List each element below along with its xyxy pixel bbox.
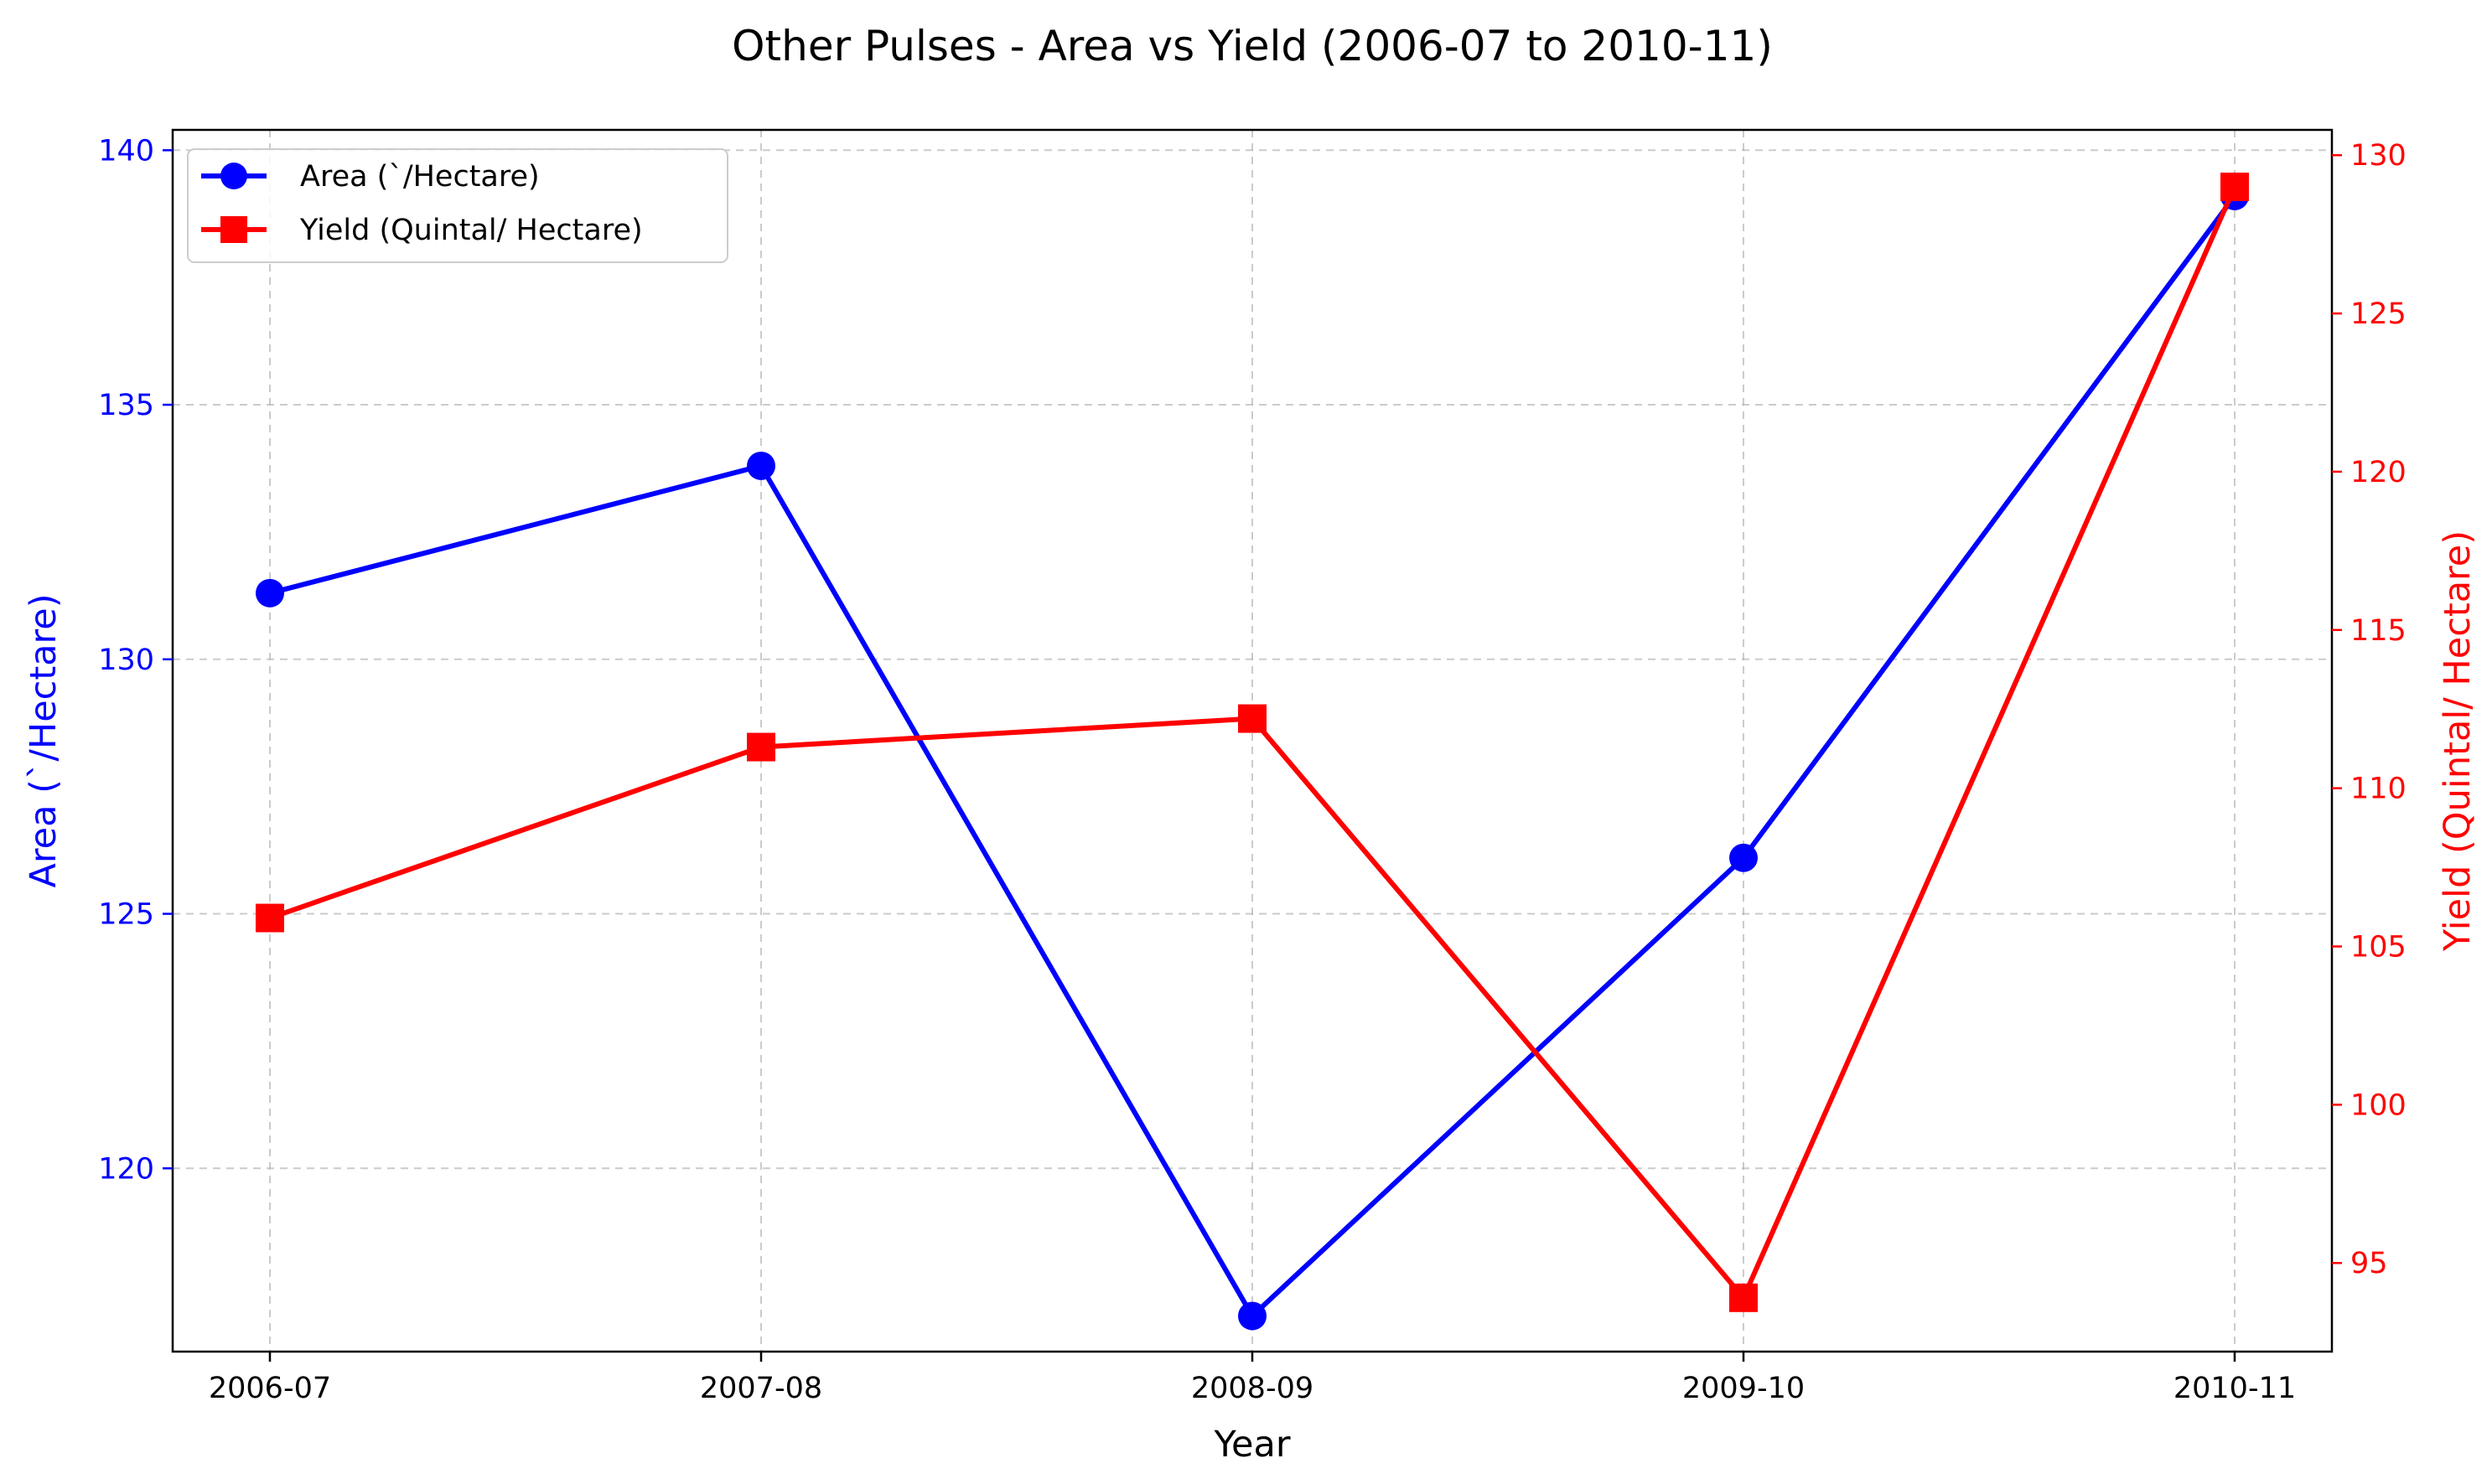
x-tick-label: 2008-09 bbox=[1191, 1372, 1313, 1405]
data-point-area bbox=[1238, 1301, 1267, 1331]
data-point-yield bbox=[747, 732, 775, 762]
data-point-yield bbox=[256, 903, 284, 933]
x-tick-label: 2007-08 bbox=[700, 1372, 822, 1405]
x-tick-label: 2006-07 bbox=[209, 1372, 331, 1405]
data-point-yield bbox=[1729, 1283, 1758, 1312]
legend-box bbox=[187, 148, 728, 263]
y-left-tick-label: 120 bbox=[98, 1152, 154, 1186]
data-point-yield bbox=[1238, 704, 1267, 733]
y-left-tick-label: 130 bbox=[98, 644, 154, 677]
y-right-tick-label: 95 bbox=[2350, 1247, 2388, 1280]
series-line-yield bbox=[269, 185, 2237, 1300]
y-right-tick-label: 110 bbox=[2350, 773, 2407, 806]
y-right-tick-label: 115 bbox=[2350, 614, 2407, 648]
y-left-tick-label: 135 bbox=[98, 389, 154, 422]
y-left-tick-label: 140 bbox=[98, 134, 154, 168]
data-point-yield bbox=[2220, 172, 2249, 201]
x-axis-label: Year bbox=[1213, 1424, 1290, 1466]
legend: Area (`/Hectare) Yield (Quintal/ Hectare… bbox=[187, 148, 728, 263]
data-point-area bbox=[256, 578, 284, 608]
x-tick-label: 2009-10 bbox=[1682, 1372, 1805, 1405]
legend-label-area: Area (`/Hectare) bbox=[300, 160, 540, 194]
chart-title: Other Pulses - Area vs Yield (2006-07 to… bbox=[732, 22, 1773, 70]
legend-marker-yield bbox=[220, 216, 247, 243]
grid-layer bbox=[173, 130, 2332, 1352]
y-right-tick-label: 130 bbox=[2350, 139, 2407, 173]
x-tick-label: 2010-11 bbox=[2173, 1372, 2296, 1405]
series-layer bbox=[256, 172, 2249, 1331]
y-left-tick-label: 125 bbox=[98, 898, 154, 932]
axis-layer: 2006-07 2007-08 2008-09 2009-10 2010-11 120 12… bbox=[98, 134, 2407, 1405]
y-right-tick-label: 100 bbox=[2350, 1088, 2407, 1122]
data-point-area bbox=[747, 451, 775, 480]
legend-marker-area bbox=[220, 163, 247, 189]
y-axis-right-label: Yield (Quintal/ Hectare) bbox=[2437, 530, 2479, 952]
y-right-tick-label: 105 bbox=[2350, 931, 2407, 964]
y-right-tick-label: 120 bbox=[2350, 456, 2407, 489]
y-right-tick-label: 125 bbox=[2350, 297, 2407, 331]
y-axis-left-label: Area (`/Hectare) bbox=[23, 594, 65, 888]
data-point-area bbox=[1729, 843, 1758, 872]
legend-label-yield: Yield (Quintal/ Hectare) bbox=[299, 214, 643, 247]
